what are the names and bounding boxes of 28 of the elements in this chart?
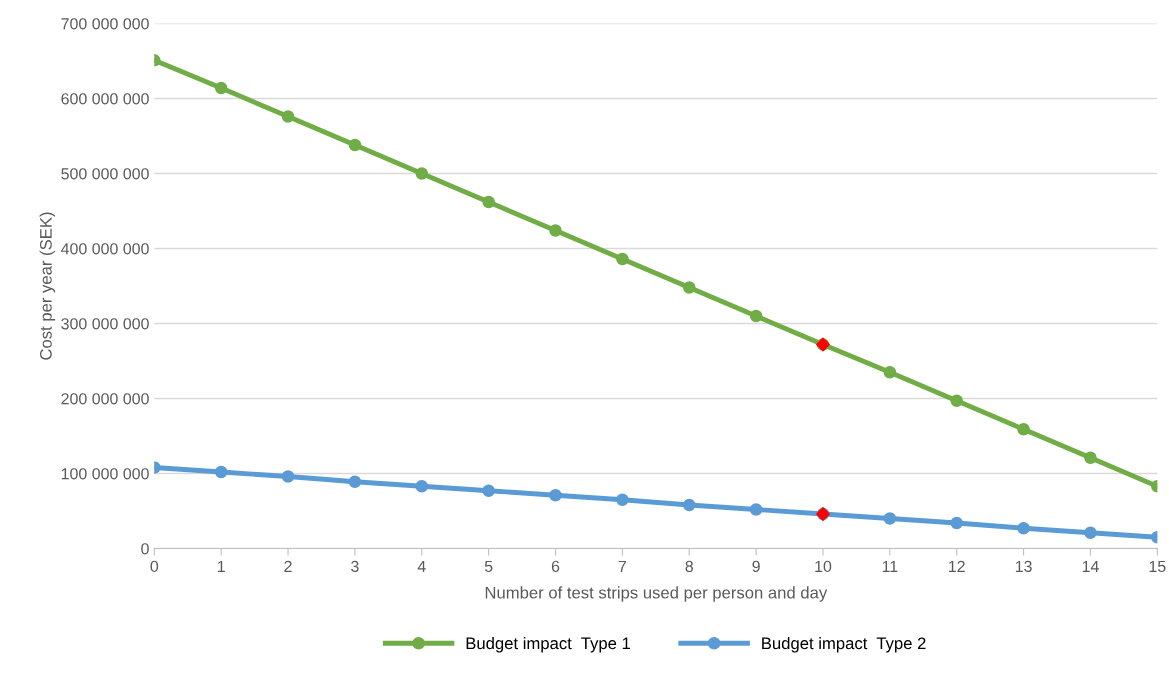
legend-label: Budget impact Type 1 [466,636,631,653]
x-tick-label: 12 [949,560,965,572]
y-tick-label: 100 000 000 [61,468,149,480]
x-tick-label: 6 [551,560,560,573]
y-tick-label: 300 000 000 [61,318,149,330]
x-tick-label: 13 [1015,560,1032,573]
x-tick-label: 5 [484,560,493,573]
x-tick-label: 14 [1082,560,1099,572]
y-tick-label: 700 000 000 [61,18,149,30]
x-tick-label: 0 [150,560,159,573]
x-tick-label: 3 [351,560,359,573]
x-tick-label: 9 [752,560,760,573]
y-tick-label: 400 000 000 [61,243,149,255]
x-tick-label: 7 [618,560,627,572]
x-tick-label: 8 [685,560,693,573]
x-tick-label: 4 [417,560,426,572]
x-axis-title: Number of test strips used per person and day [485,586,828,602]
y-axis-title: Cost per year (SEK) [39,212,56,360]
x-tick-label: 10 [815,560,832,573]
x-tick-label: 2 [284,560,292,572]
y-tick-label: 0 [141,543,149,555]
legend-label: Budget impact Type 2 [762,636,926,653]
x-tick-label: 15 [1149,560,1166,573]
y-tick-label: 200 000 000 [61,393,149,405]
y-tick-label: 600 000 000 [61,93,149,105]
y-tick-label: 500 000 000 [61,168,149,180]
x-tick-label: 1 [217,560,225,572]
x-tick-label: 11 [882,560,898,572]
